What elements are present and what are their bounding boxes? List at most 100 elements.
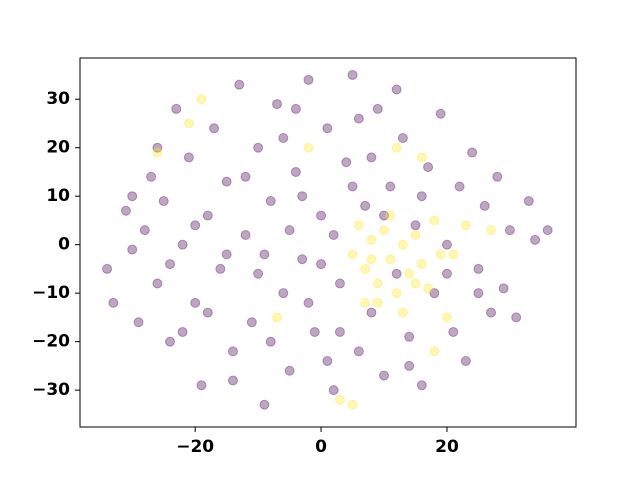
point [460,220,471,231]
point [278,288,289,299]
point [347,249,358,260]
point [341,157,352,168]
point [416,380,427,391]
point [322,356,333,367]
point [221,176,232,187]
point [209,123,220,134]
point [284,225,295,236]
point [234,79,245,90]
point [259,399,270,410]
point [322,123,333,134]
point [152,142,163,153]
point [334,326,345,337]
point [202,307,213,318]
point [133,317,144,328]
point [542,225,553,236]
point [196,380,207,391]
point [284,365,295,376]
point [272,99,283,110]
point [297,254,308,265]
point [391,288,402,299]
point [435,108,446,119]
point [259,249,270,260]
point [448,326,459,337]
point [379,210,390,221]
point [265,336,276,347]
point [429,346,440,357]
point [278,133,289,144]
point [290,103,301,114]
point [265,196,276,207]
point [410,220,421,231]
x-tick-label: 0 [315,437,327,457]
point [202,210,213,221]
point [385,181,396,192]
point [347,181,358,192]
point [397,133,408,144]
point [441,239,452,250]
point [152,278,163,289]
point [177,326,188,337]
y-tick-label: 30 [46,89,70,109]
point [404,331,415,342]
point [360,200,371,211]
point [297,191,308,202]
point [360,263,371,274]
point [290,166,301,177]
y-tick-label: 0 [58,235,70,255]
point [196,94,207,105]
point [347,399,358,410]
point [410,229,421,240]
y-tick-label: 20 [46,138,70,158]
point [183,152,194,163]
point [391,142,402,153]
point [416,191,427,202]
point [441,312,452,323]
point [309,326,320,337]
point [272,312,283,323]
point [366,254,377,265]
point [385,210,396,221]
point [190,297,201,308]
points [102,69,553,410]
point [102,263,113,274]
point [165,259,176,270]
point [429,215,440,226]
point [139,225,150,236]
y-tick-label: 10 [46,186,70,206]
point [467,147,478,158]
point [177,239,188,250]
point [404,360,415,371]
point [328,385,339,396]
point [372,103,383,114]
point [366,234,377,245]
point [423,162,434,173]
point [253,268,264,279]
point [165,336,176,347]
point [492,171,503,182]
point [316,210,327,221]
point [423,283,434,294]
point [127,244,138,255]
point [353,220,364,231]
point [190,220,201,231]
point [429,288,440,299]
point [221,249,232,260]
point [372,278,383,289]
point [372,297,383,308]
point [334,278,345,289]
point [391,268,402,279]
point [227,346,238,357]
point [240,229,251,240]
point [347,69,358,80]
point [353,346,364,357]
point [486,307,497,318]
point [366,152,377,163]
point [385,254,396,265]
x-tick-label: −20 [176,437,214,457]
point [410,278,421,289]
point [473,263,484,274]
point [152,147,163,158]
point [454,181,465,192]
